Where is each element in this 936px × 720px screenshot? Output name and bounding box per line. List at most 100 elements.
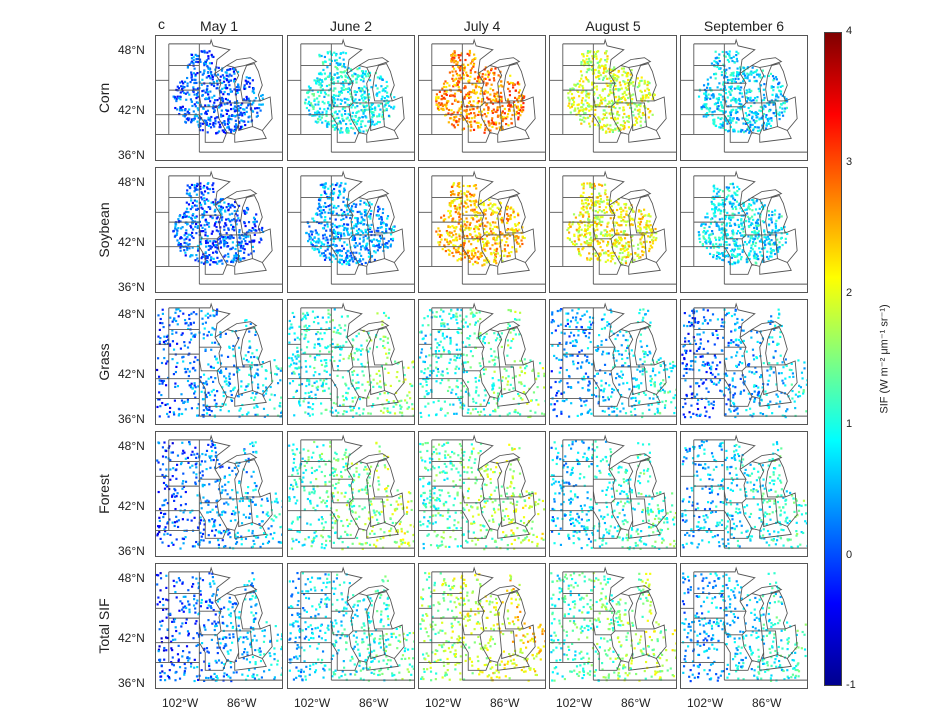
sif-pixel — [447, 216, 450, 219]
sif-pixel — [348, 263, 351, 266]
sif-pixel — [737, 106, 740, 109]
sif-pixel — [203, 209, 206, 213]
sif-pixel — [758, 109, 761, 112]
sif-pixel — [212, 84, 216, 88]
sif-pixel — [253, 223, 256, 226]
sif-pixel — [330, 212, 333, 215]
sif-pixel — [734, 81, 737, 84]
sif-pixel — [579, 83, 582, 86]
sif-pixel — [776, 238, 779, 241]
sif-pixel — [775, 243, 779, 247]
sif-pixel — [376, 210, 380, 213]
sif-pixel — [315, 241, 318, 244]
sif-pixel — [192, 212, 195, 216]
sif-pixel — [442, 96, 445, 99]
sif-pixel — [325, 112, 328, 115]
sif-pixel — [721, 124, 724, 127]
sif-pixel — [640, 236, 643, 239]
sif-pixel — [463, 65, 467, 68]
sif-pixel — [745, 243, 748, 246]
sif-pixel — [229, 90, 232, 93]
sif-pixel — [754, 224, 758, 227]
sif-pixel — [222, 130, 226, 134]
sif-pixel — [311, 92, 314, 96]
sif-pixel — [736, 67, 739, 70]
sif-pixel — [349, 95, 353, 98]
sif-pixel — [373, 250, 376, 253]
sif-pixel — [452, 183, 455, 186]
sif-pixel — [316, 77, 319, 80]
sif-pixel — [207, 67, 210, 71]
sif-pixel — [521, 226, 524, 229]
sif-pixel — [509, 74, 512, 77]
sif-pixel — [181, 80, 184, 83]
sif-pixel — [779, 93, 782, 96]
state-boundaries — [156, 170, 282, 285]
sif-pixel — [378, 246, 381, 249]
sif-pixel — [239, 125, 243, 128]
sif-pixel — [382, 208, 385, 211]
sif-pixel — [740, 92, 743, 95]
sif-pixel — [227, 116, 230, 119]
sif-pixel — [755, 111, 758, 114]
sif-pixel — [382, 88, 385, 92]
sif-pixel — [384, 86, 387, 90]
sif-pixel — [449, 226, 452, 229]
sif-pixel — [206, 255, 209, 258]
sif-pixel — [483, 112, 486, 116]
sif-pixel — [755, 79, 758, 82]
sif-pixel — [593, 229, 597, 232]
sif-pixel — [597, 241, 600, 244]
sif-pixel — [321, 121, 324, 124]
sif-pixel — [761, 124, 764, 127]
sif-pixel — [621, 74, 624, 77]
sif-pixel — [445, 101, 449, 104]
sif-pixel — [501, 110, 504, 113]
sif-pixel — [700, 223, 703, 226]
sif-pixel — [351, 205, 354, 208]
sif-pixel — [176, 229, 179, 232]
sif-pixel — [215, 229, 218, 232]
sif-pixel — [728, 129, 731, 132]
sif-pixel — [185, 201, 188, 204]
sif-pixel — [513, 223, 517, 226]
sif-pixel — [198, 201, 201, 204]
sif-pixel — [729, 87, 732, 90]
sif-pixel — [199, 70, 202, 74]
sif-pixel — [327, 246, 330, 249]
sif-pixel — [598, 218, 601, 221]
sif-pixel — [742, 122, 745, 125]
sif-pixel — [492, 72, 495, 75]
sif-pixel — [577, 247, 580, 251]
sif-pixel — [617, 70, 620, 73]
sif-pixel — [210, 71, 213, 74]
sif-pixel — [254, 229, 257, 232]
sif-pixel — [600, 184, 604, 187]
sif-pixel — [234, 252, 238, 255]
sif-pixel — [449, 240, 452, 243]
sif-pixel — [585, 71, 588, 74]
sif-pixel — [186, 111, 189, 114]
sif-pixel — [336, 226, 339, 229]
sif-pixel — [240, 240, 243, 243]
sif-pixel — [608, 233, 611, 237]
sif-pixel — [225, 74, 228, 77]
sif-pixel — [471, 89, 475, 92]
sif-pixel — [593, 238, 596, 241]
sif-pixel — [204, 119, 207, 122]
sif-pixel — [650, 228, 653, 231]
map-panel-corn-3 — [549, 35, 677, 161]
sif-pixel — [632, 218, 635, 221]
sif-pixel — [221, 206, 225, 209]
sif-pixel — [582, 103, 585, 106]
sif-pixel — [341, 117, 344, 120]
sif-pixel — [577, 238, 580, 241]
sif-pixel — [730, 72, 733, 75]
sif-pixel — [614, 262, 617, 265]
sif-pixel — [568, 99, 571, 102]
sif-pixel — [445, 107, 448, 110]
sif-pixel — [205, 198, 208, 201]
sif-pixel — [359, 203, 362, 206]
sif-pixel — [745, 208, 748, 211]
sif-pixel — [599, 102, 602, 105]
